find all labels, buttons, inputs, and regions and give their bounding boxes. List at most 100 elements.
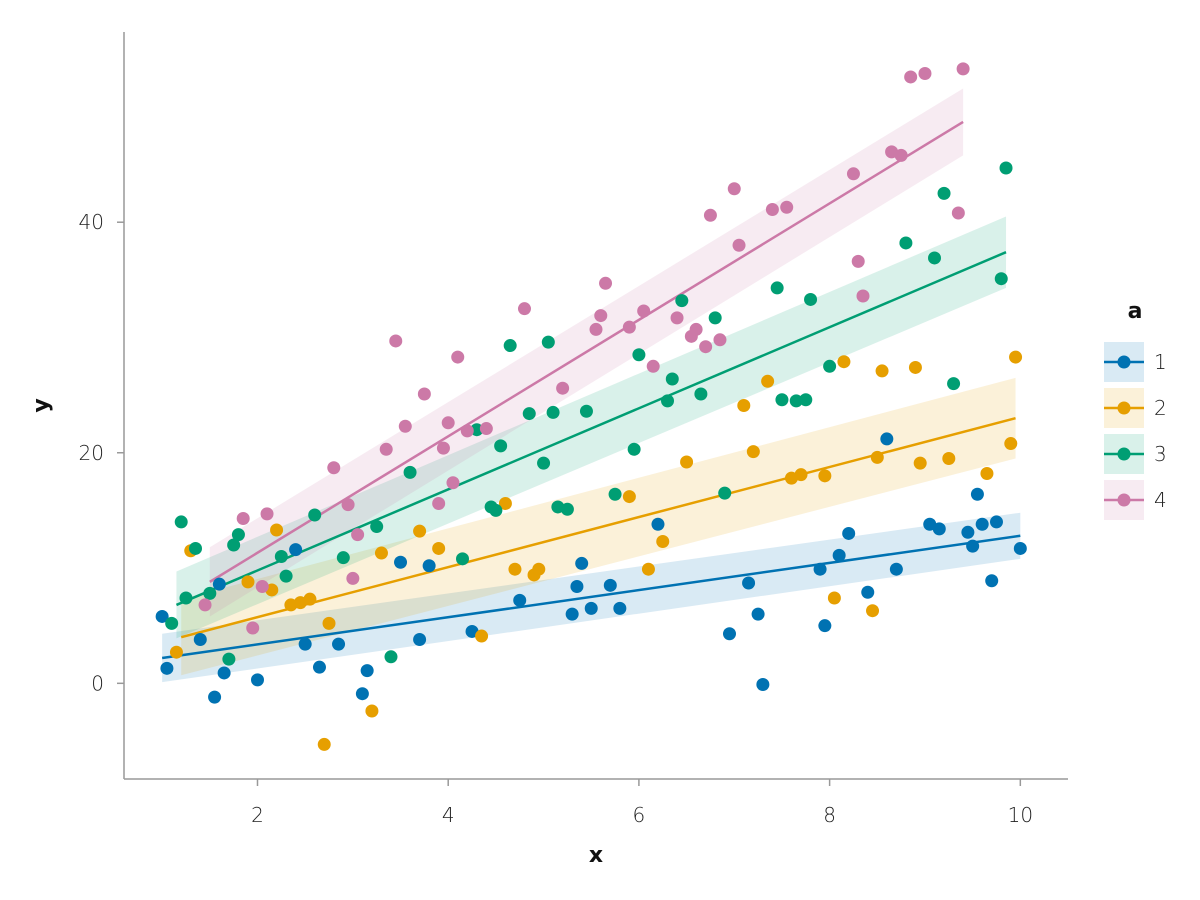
data-point-series-1 (966, 539, 980, 553)
data-point-series-4 (341, 498, 355, 512)
data-point-series-4 (918, 67, 932, 80)
data-point-series-4 (432, 496, 446, 510)
fit-line-series-1 (161, 534, 1021, 660)
data-point-series-3 (899, 236, 913, 250)
data-point-series-1 (722, 627, 736, 641)
data-point-series-3 (579, 404, 593, 418)
fit-line-series-3 (175, 251, 1007, 607)
data-point-series-1 (413, 633, 427, 647)
data-point-series-1 (155, 609, 169, 623)
data-point-series-1 (422, 559, 436, 573)
data-point-series-2 (913, 456, 927, 470)
data-point-series-2 (870, 450, 884, 464)
data-point-series-3 (999, 161, 1013, 175)
data-point-series-4 (436, 441, 450, 455)
data-points (155, 62, 1027, 751)
data-point-series-2 (508, 562, 522, 576)
data-point-series-2 (322, 616, 336, 630)
data-point-series-3 (456, 552, 470, 566)
legend-item-3: 3 (1104, 434, 1167, 474)
legend: a 1 2 3 4 (1104, 299, 1167, 520)
data-point-series-4 (398, 419, 412, 433)
data-point-series-3 (189, 541, 203, 555)
data-point-series-3 (503, 339, 517, 353)
data-point-series-2 (1004, 437, 1018, 451)
data-point-series-3 (632, 348, 646, 362)
x-axis-title: x (589, 843, 603, 868)
data-point-series-4 (260, 507, 274, 521)
data-point-series-1 (818, 619, 832, 633)
data-point-series-2 (818, 469, 832, 483)
legend-item-1: 1 (1104, 342, 1167, 382)
data-point-series-1 (880, 432, 894, 446)
data-point-series-3 (627, 442, 641, 456)
data-point-series-3 (675, 294, 689, 308)
data-point-series-2 (303, 592, 317, 606)
data-point-series-3 (608, 487, 622, 501)
data-point-series-4 (589, 322, 603, 336)
data-point-series-2 (622, 490, 636, 504)
legend-label: 2 (1154, 396, 1167, 420)
data-point-series-1 (360, 664, 374, 678)
legend-swatch-marker (1117, 355, 1131, 369)
data-point-series-3 (661, 394, 675, 408)
data-point-series-2 (866, 604, 880, 618)
data-point-series-3 (928, 251, 942, 265)
data-point-series-4 (479, 422, 493, 436)
data-point-series-2 (680, 455, 694, 469)
data-point-series-1 (861, 585, 875, 599)
data-point-series-3 (994, 272, 1008, 286)
data-point-series-1 (513, 593, 527, 607)
data-point-series-4 (255, 579, 269, 593)
x-tick-label: 10 (1008, 803, 1033, 827)
data-point-series-3 (403, 465, 417, 479)
data-point-series-3 (227, 538, 241, 552)
x-tick-label: 2 (251, 803, 264, 827)
data-point-series-4 (646, 359, 660, 373)
data-point-series-1 (756, 677, 770, 691)
data-point-series-1 (989, 515, 1003, 529)
data-point-series-2 (794, 468, 808, 482)
data-point-series-4 (556, 381, 570, 395)
data-point-series-1 (312, 660, 326, 674)
data-point-series-4 (637, 304, 651, 318)
y-tick-label: 0 (91, 671, 104, 695)
data-point-series-1 (1013, 541, 1027, 555)
data-point-series-2 (169, 645, 183, 659)
data-point-series-4 (894, 148, 908, 162)
data-point-series-4 (327, 461, 341, 475)
data-point-series-2 (475, 629, 489, 643)
data-point-series-2 (942, 452, 956, 466)
data-point-series-3 (274, 550, 288, 564)
data-point-series-4 (198, 598, 212, 612)
data-point-series-4 (703, 208, 717, 222)
data-point-series-2 (656, 535, 670, 549)
data-point-series-2 (532, 562, 546, 576)
data-point-series-4 (699, 340, 713, 354)
data-point-series-1 (565, 607, 579, 621)
y-tick-label: 40 (79, 210, 104, 234)
data-point-series-3 (222, 652, 236, 666)
data-point-series-4 (460, 424, 474, 438)
data-point-series-1 (975, 517, 989, 531)
data-point-series-1 (961, 525, 975, 539)
data-point-series-3 (537, 456, 551, 470)
data-point-series-2 (746, 445, 760, 459)
data-point-series-3 (823, 359, 837, 373)
data-point-series-4 (732, 238, 746, 252)
data-point-series-2 (641, 562, 655, 576)
data-point-series-3 (231, 528, 245, 542)
data-point-series-3 (799, 393, 813, 407)
data-point-series-1 (603, 578, 617, 592)
data-point-series-1 (613, 601, 627, 615)
data-point-series-2 (498, 496, 512, 510)
data-point-series-2 (241, 575, 255, 589)
data-point-series-4 (446, 476, 460, 490)
data-point-series-3 (718, 486, 732, 500)
legend-swatch-marker (1117, 401, 1131, 415)
data-point-series-3 (470, 423, 484, 437)
data-point-series-1 (985, 574, 999, 588)
data-point-series-2 (875, 364, 889, 378)
data-point-series-2 (432, 541, 446, 555)
data-point-series-2 (837, 355, 851, 369)
